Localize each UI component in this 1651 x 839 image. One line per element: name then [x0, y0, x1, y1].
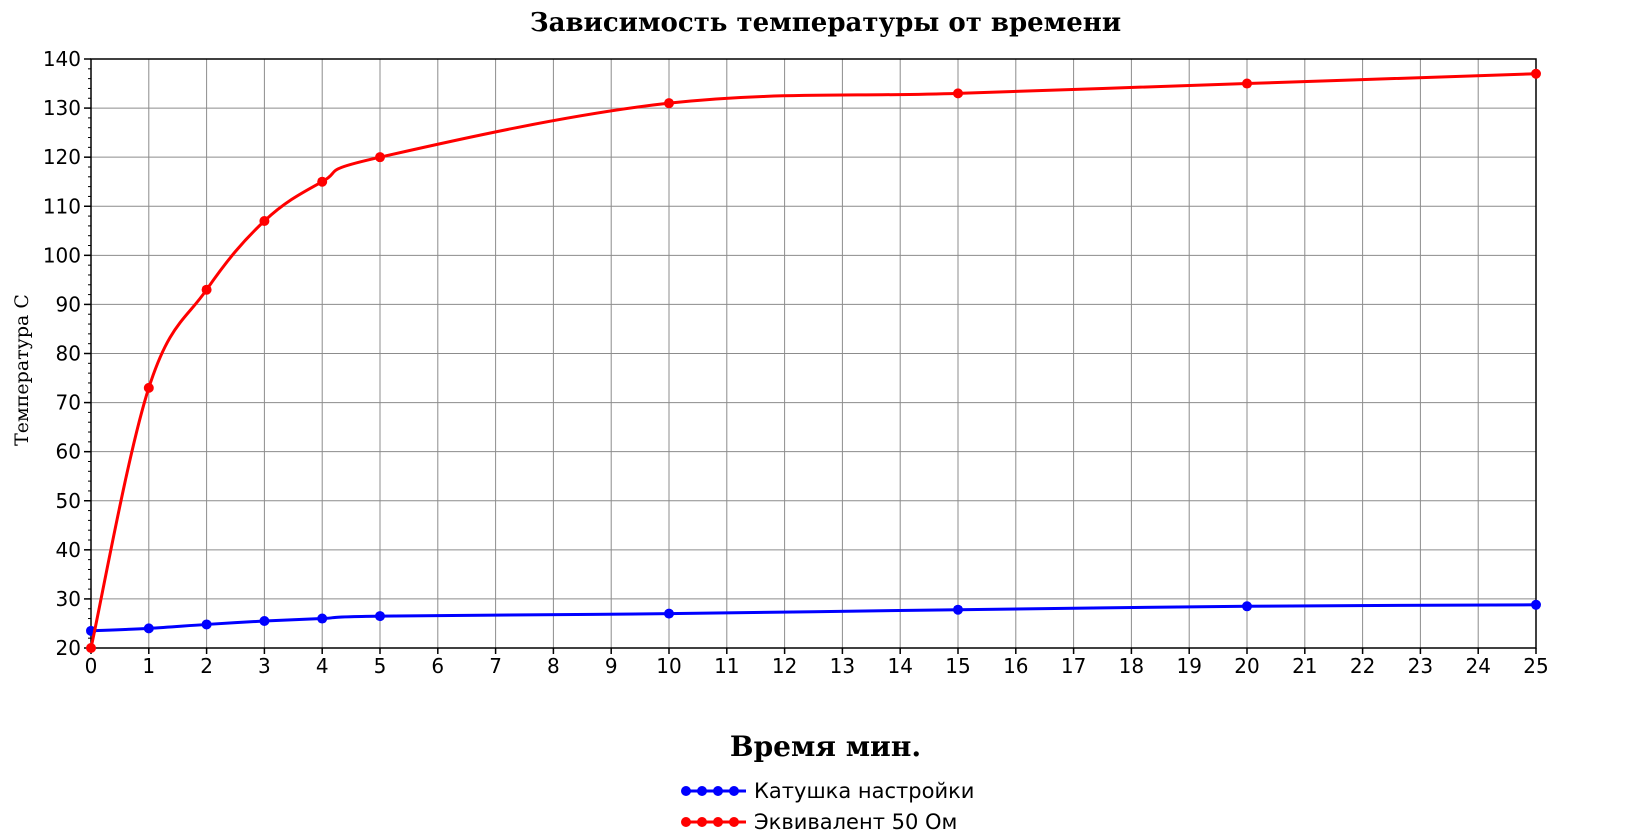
x-tick-label-16: 16	[1003, 654, 1028, 678]
legend-swatch-1	[680, 815, 748, 829]
series-1-point-1	[143, 382, 154, 393]
series-0-point-7	[953, 604, 963, 615]
legend-label-1: Эквивалент 50 Ом	[754, 809, 958, 834]
series-0-point-5	[375, 611, 385, 622]
legend-item-1: Эквивалент 50 Ом	[680, 806, 974, 837]
x-tick-label-24: 24	[1465, 654, 1490, 678]
y-tick-label-10: 120	[43, 145, 81, 169]
series-0-point-8	[1242, 601, 1252, 612]
series-0-point-1	[143, 623, 154, 634]
x-tick-label-6: 6	[431, 654, 444, 678]
y-axis-label: Температура С	[11, 294, 33, 446]
y-tick-label-12: 140	[43, 47, 81, 71]
x-tick-label-1: 1	[142, 654, 155, 678]
legend-label-0: Катушка настройки	[754, 778, 975, 803]
series-1-point-8	[1242, 78, 1252, 89]
x-tick-label-25: 25	[1523, 654, 1548, 678]
x-tick-label-9: 9	[605, 654, 618, 678]
legend: Катушка настройки Эквивалент 50 Ом	[680, 775, 974, 837]
series-0-point-3	[259, 616, 270, 627]
x-tick-label-10: 10	[656, 654, 681, 678]
y-tick-label-7: 90	[56, 292, 81, 316]
x-axis-label: Время мин.	[729, 730, 922, 763]
y-tick-label-6: 80	[56, 342, 81, 366]
x-tick-label-23: 23	[1408, 654, 1433, 678]
x-tick-label-7: 7	[489, 654, 502, 678]
legend-item-0: Катушка настройки	[680, 775, 974, 806]
x-tick-label-11: 11	[714, 654, 739, 678]
x-tick-label-17: 17	[1061, 654, 1086, 678]
series-line-1	[89, 72, 1537, 649]
x-tick-label-22: 22	[1350, 654, 1375, 678]
series-0-point-4	[317, 613, 328, 624]
x-tick-label-3: 3	[258, 654, 271, 678]
x-tick-label-18: 18	[1119, 654, 1144, 678]
series-line-0	[90, 603, 1537, 633]
series-1-point-2	[201, 284, 212, 295]
chart-title: Зависимость температуры от времени	[529, 8, 1122, 38]
series-1-point-3	[259, 215, 270, 226]
x-tick-label-20: 20	[1234, 654, 1259, 678]
x-tick-label-4: 4	[316, 654, 329, 678]
x-tick-label-19: 19	[1176, 654, 1201, 678]
x-tick-label-13: 13	[830, 654, 855, 678]
series-1-point-7	[953, 88, 963, 99]
x-tick-label-14: 14	[887, 654, 912, 678]
x-tick-label-0: 0	[85, 654, 98, 678]
x-tick-label-15: 15	[945, 654, 970, 678]
x-tick-label-12: 12	[772, 654, 797, 678]
series-0-point-2	[201, 619, 212, 630]
y-tick-label-11: 130	[43, 96, 81, 120]
series-0-point-9	[1531, 599, 1541, 610]
series-1-point-9	[1531, 68, 1541, 79]
series-1-point-0	[86, 643, 96, 653]
y-tick-label-5: 70	[56, 391, 81, 415]
series-0-point-6	[664, 608, 674, 619]
series-1-point-6	[664, 98, 674, 109]
y-tick-label-1: 30	[56, 587, 81, 611]
y-tick-label-0: 20	[56, 636, 81, 660]
plot-border	[90, 58, 1537, 649]
x-tick-label-21: 21	[1292, 654, 1317, 678]
x-tick-label-8: 8	[547, 654, 560, 678]
y-tick-label-8: 100	[43, 243, 81, 267]
y-tick-label-4: 60	[56, 440, 81, 464]
y-tick-label-9: 110	[43, 194, 81, 218]
legend-swatch-0	[680, 784, 748, 798]
y-tick-label-3: 50	[56, 489, 81, 513]
y-tick-label-2: 40	[56, 538, 81, 562]
series-1-point-5	[375, 152, 385, 163]
x-tick-label-2: 2	[200, 654, 213, 678]
x-tick-label-5: 5	[374, 654, 387, 678]
series-1-point-4	[317, 176, 328, 187]
